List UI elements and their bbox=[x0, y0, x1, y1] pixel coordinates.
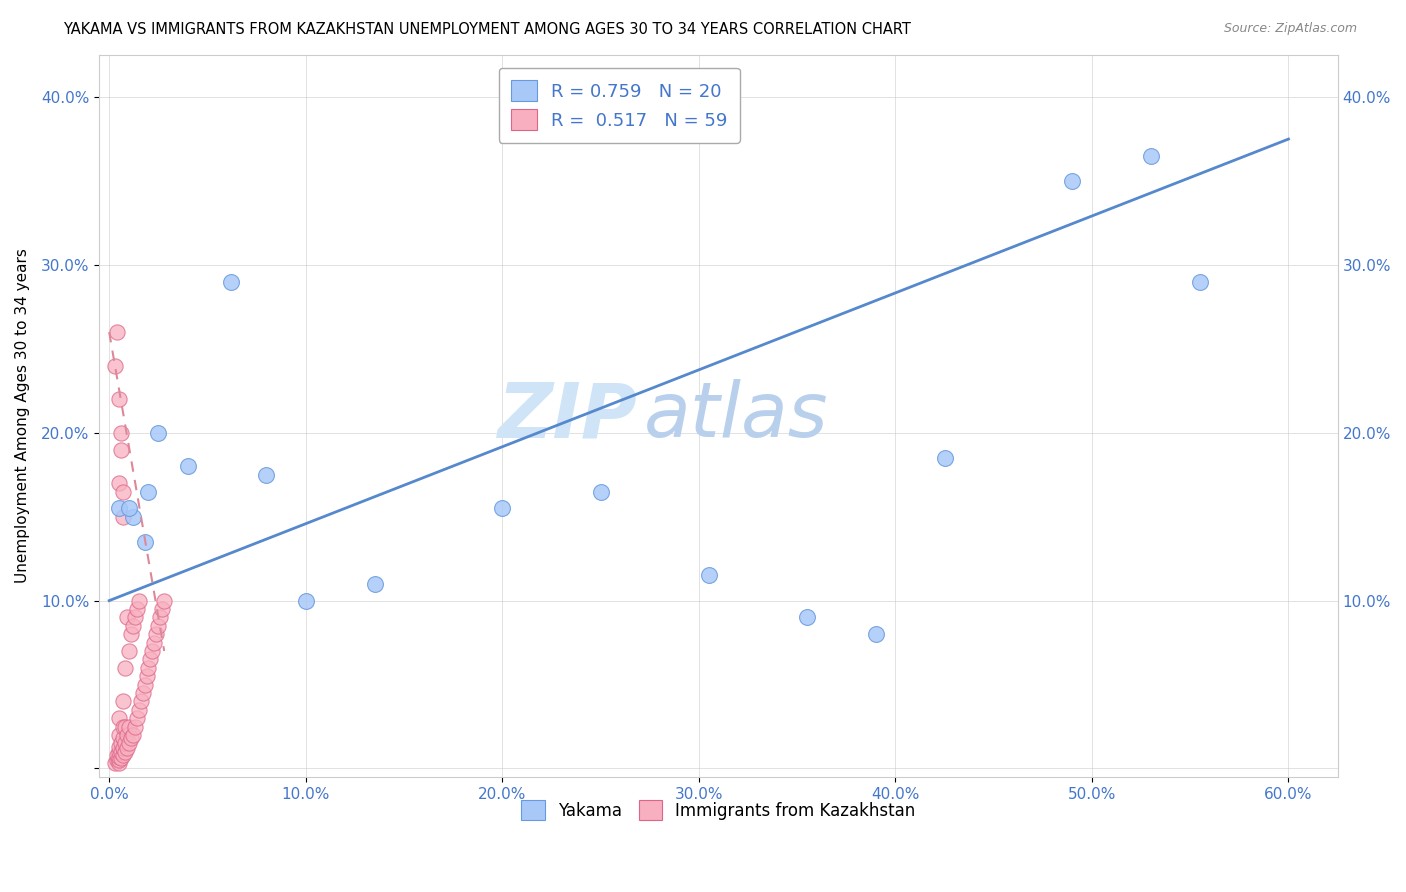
Y-axis label: Unemployment Among Ages 30 to 34 years: Unemployment Among Ages 30 to 34 years bbox=[15, 249, 30, 583]
Point bbox=[105, 747, 128, 762]
Point bbox=[145, 627, 167, 641]
Point bbox=[111, 509, 134, 524]
Point bbox=[796, 610, 818, 624]
Text: Source: ZipAtlas.com: Source: ZipAtlas.com bbox=[1223, 22, 1357, 36]
Point bbox=[110, 442, 132, 457]
Point bbox=[118, 736, 141, 750]
Point bbox=[121, 728, 143, 742]
Point bbox=[104, 756, 127, 771]
Point bbox=[134, 677, 156, 691]
Point bbox=[108, 753, 131, 767]
Point bbox=[153, 593, 176, 607]
Point bbox=[105, 753, 128, 767]
Point bbox=[1189, 275, 1212, 289]
Point bbox=[114, 661, 136, 675]
Point bbox=[111, 719, 134, 733]
Point bbox=[141, 644, 163, 658]
Point bbox=[121, 619, 143, 633]
Point bbox=[148, 619, 170, 633]
Text: atlas: atlas bbox=[644, 379, 828, 453]
Point bbox=[111, 484, 134, 499]
Point bbox=[589, 484, 612, 499]
Point bbox=[125, 711, 148, 725]
Point bbox=[108, 745, 131, 759]
Point bbox=[110, 745, 132, 759]
Point bbox=[865, 627, 887, 641]
Point bbox=[108, 476, 131, 491]
Point bbox=[108, 711, 131, 725]
Point bbox=[124, 610, 146, 624]
Point bbox=[149, 610, 172, 624]
Point bbox=[294, 593, 316, 607]
Point bbox=[115, 741, 138, 756]
Point bbox=[115, 728, 138, 742]
Point bbox=[131, 686, 153, 700]
Point bbox=[138, 484, 160, 499]
Point bbox=[111, 741, 134, 756]
Point bbox=[219, 275, 242, 289]
Point bbox=[118, 501, 141, 516]
Point bbox=[124, 719, 146, 733]
Point bbox=[115, 610, 138, 624]
Point bbox=[108, 756, 131, 771]
Point bbox=[134, 534, 156, 549]
Point bbox=[110, 751, 132, 765]
Point bbox=[934, 450, 956, 465]
Point bbox=[120, 731, 142, 746]
Point bbox=[148, 425, 170, 440]
Point bbox=[135, 669, 157, 683]
Point bbox=[108, 501, 131, 516]
Point bbox=[111, 731, 134, 746]
Point bbox=[118, 719, 141, 733]
Point bbox=[1140, 149, 1163, 163]
Point bbox=[111, 694, 134, 708]
Point bbox=[1062, 174, 1084, 188]
Point bbox=[150, 602, 173, 616]
Point bbox=[491, 501, 513, 516]
Point bbox=[128, 703, 150, 717]
Point bbox=[111, 747, 134, 762]
Point bbox=[110, 425, 132, 440]
Point bbox=[121, 509, 143, 524]
Point bbox=[177, 459, 200, 474]
Point bbox=[105, 325, 128, 339]
Point bbox=[125, 602, 148, 616]
Point bbox=[108, 728, 131, 742]
Point bbox=[114, 736, 136, 750]
Point bbox=[363, 577, 385, 591]
Point bbox=[697, 568, 720, 582]
Legend: Yakama, Immigrants from Kazakhstan: Yakama, Immigrants from Kazakhstan bbox=[515, 794, 922, 826]
Point bbox=[104, 359, 127, 373]
Text: YAKAMA VS IMMIGRANTS FROM KAZAKHSTAN UNEMPLOYMENT AMONG AGES 30 TO 34 YEARS CORR: YAKAMA VS IMMIGRANTS FROM KAZAKHSTAN UNE… bbox=[63, 22, 911, 37]
Point bbox=[143, 635, 166, 649]
Point bbox=[114, 745, 136, 759]
Point bbox=[110, 736, 132, 750]
Point bbox=[108, 739, 131, 754]
Point bbox=[128, 593, 150, 607]
Point bbox=[108, 392, 131, 407]
Point bbox=[139, 652, 162, 666]
Point bbox=[254, 467, 277, 482]
Point bbox=[120, 627, 142, 641]
Point bbox=[138, 661, 160, 675]
Point bbox=[114, 719, 136, 733]
Point bbox=[108, 749, 131, 764]
Point bbox=[129, 694, 152, 708]
Text: ZIP: ZIP bbox=[498, 379, 638, 453]
Point bbox=[118, 644, 141, 658]
